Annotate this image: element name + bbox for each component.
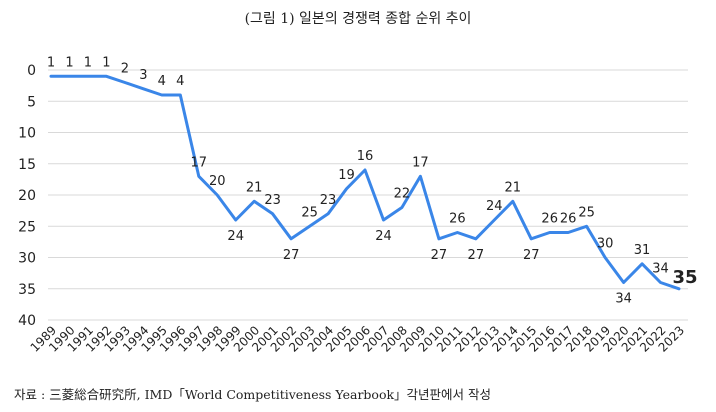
data-label: 26 xyxy=(541,212,558,227)
data-label: 23 xyxy=(264,193,281,208)
data-label: 30 xyxy=(597,237,614,252)
y-tick-label: 10 xyxy=(18,126,36,142)
grid-lines xyxy=(48,69,688,321)
data-label: 26 xyxy=(560,212,577,227)
data-label: 24 xyxy=(486,199,503,214)
data-label: 16 xyxy=(357,149,374,164)
y-tick-label: 40 xyxy=(18,313,36,329)
data-label: 26 xyxy=(449,212,466,227)
data-label: 27 xyxy=(283,248,300,263)
data-label: 25 xyxy=(301,205,318,220)
data-label: 27 xyxy=(523,248,540,263)
data-label: 2 xyxy=(121,62,129,77)
data-labels: 1 1 1 1 2 3 4 417202421232725231916242217272627… xyxy=(47,55,698,306)
data-label: 23 xyxy=(320,193,337,208)
y-tick-label: 5 xyxy=(27,94,36,110)
data-label: 24 xyxy=(375,229,392,244)
data-label: 21 xyxy=(246,180,263,195)
y-axis-ticks: 0 5 10 15 20 25 30 35 40 xyxy=(18,63,36,329)
y-tick-label: 30 xyxy=(18,251,36,267)
data-label: 1 xyxy=(102,55,110,70)
data-label: 22 xyxy=(394,187,411,202)
data-label: 34 xyxy=(615,292,632,307)
data-label: 1 xyxy=(47,55,55,70)
data-label: 4 xyxy=(176,74,184,89)
data-label: 27 xyxy=(431,248,448,263)
data-label: 4 xyxy=(158,74,166,89)
data-label: 31 xyxy=(634,243,651,258)
data-label: 21 xyxy=(504,180,521,195)
plot-background xyxy=(0,34,716,374)
series-line xyxy=(49,74,681,291)
y-tick-label: 20 xyxy=(18,188,36,204)
data-label: 19 xyxy=(338,168,355,183)
data-label: 35 xyxy=(672,267,697,288)
data-label: 24 xyxy=(227,229,244,244)
data-label: 1 xyxy=(84,55,92,70)
y-tick-label: 35 xyxy=(18,282,36,298)
data-label: 25 xyxy=(578,205,595,220)
source-note: 자료 : 三菱総合研究所, IMD「World Competitiveness … xyxy=(14,387,492,402)
chart-area: 0 5 10 15 20 25 30 35 40 1989 1990 1991 1992 1993 199… xyxy=(0,34,716,374)
data-label: 3 xyxy=(139,68,147,83)
data-label: 17 xyxy=(412,155,429,170)
chart-title: (그림 1) 일본의 경쟁력 종합 순위 추이 xyxy=(244,11,472,27)
y-tick-label: 15 xyxy=(18,157,36,173)
y-tick-label: 0 xyxy=(27,63,36,79)
data-label: 17 xyxy=(190,155,207,170)
data-label: 20 xyxy=(209,174,226,189)
data-label: 34 xyxy=(652,262,669,277)
y-tick-label: 25 xyxy=(18,219,36,235)
data-label: 27 xyxy=(468,248,485,263)
data-label: 1 xyxy=(65,55,73,70)
